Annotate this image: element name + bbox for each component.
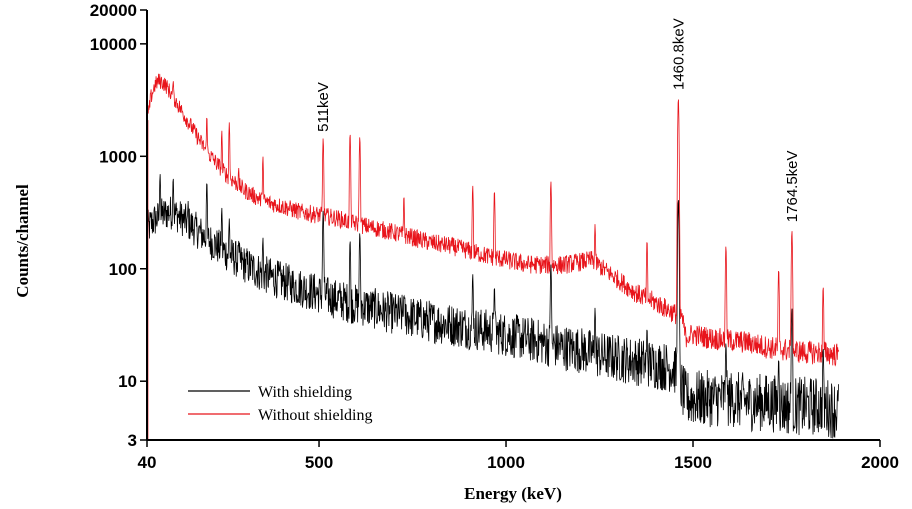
y-tick-label: 3 bbox=[128, 431, 137, 450]
y-tick-label: 100 bbox=[109, 260, 137, 279]
peak-annotations: 511keV 1460.8keV 1764.5keV bbox=[315, 18, 801, 222]
legend-label-with-shielding: With shielding bbox=[258, 384, 352, 401]
x-tick-label: 40 bbox=[138, 453, 157, 472]
x-tick-label: 1000 bbox=[487, 453, 525, 472]
series-without-shielding-line bbox=[147, 73, 839, 367]
peak-annotation-label: 511keV bbox=[315, 82, 332, 132]
peak-annotation-label: 1460.8keV bbox=[670, 18, 687, 90]
legend: With shielding Without shielding bbox=[188, 384, 372, 424]
y-axis-title: Counts/channel bbox=[13, 184, 32, 298]
peak-annotation-label: 1764.5keV bbox=[784, 150, 801, 222]
x-tick-label: 2000 bbox=[861, 453, 899, 472]
series-with-shielding-line bbox=[147, 174, 839, 439]
x-axis-title: Energy (keV) bbox=[464, 484, 562, 503]
x-tick-label: 1500 bbox=[674, 453, 712, 472]
axes bbox=[146, 10, 880, 441]
y-axis-ticks: 3 10 100 1000 10000 20000 bbox=[90, 1, 147, 450]
x-axis-ticks: 40 500 1000 1500 2000 bbox=[138, 440, 899, 472]
y-tick-label: 1000 bbox=[99, 147, 137, 166]
legend-label-without-shielding: Without shielding bbox=[258, 407, 372, 424]
x-tick-label: 500 bbox=[305, 453, 333, 472]
y-tick-label: 10000 bbox=[90, 35, 137, 54]
y-tick-label: 10 bbox=[118, 372, 137, 391]
y-tick-label: 20000 bbox=[90, 1, 137, 20]
